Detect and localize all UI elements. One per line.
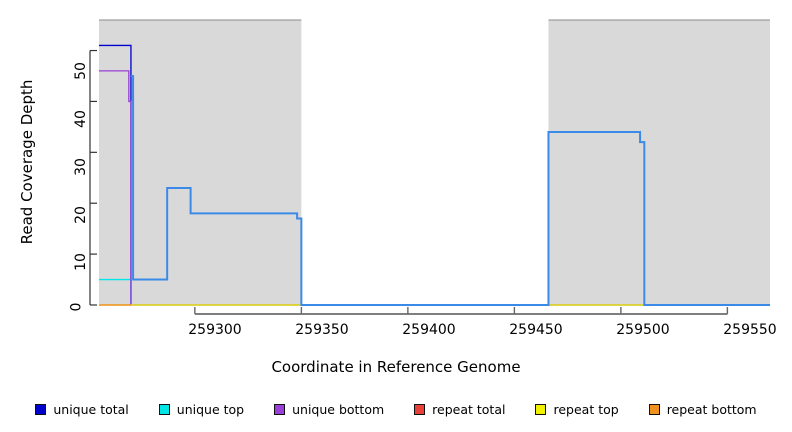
legend-item-unique-bottom: unique bottom — [274, 402, 384, 417]
x-axis-title: Coordinate in Reference Genome — [271, 358, 521, 376]
legend-label-unique-total: unique total — [53, 401, 129, 417]
legend-label-repeat-top: repeat top — [553, 401, 619, 417]
legend-swatch-unique-total — [35, 403, 47, 415]
legend-item-unique-total: unique total — [35, 401, 129, 417]
data-series-group — [99, 44, 770, 306]
legend-swatch-unique-bottom — [274, 403, 286, 415]
legend-item-unique-top: unique top — [158, 401, 245, 417]
legend-label-unique-bottom: unique bottom — [292, 401, 385, 417]
x-tick-label-259400: 259400 — [402, 322, 456, 338]
y-tick-label-20: 20 — [72, 206, 89, 224]
legend-swatch-repeat-total — [414, 403, 426, 415]
legend-swatch-unique-top — [158, 403, 170, 415]
chart-legend: unique total unique top unique bottom re… — [0, 398, 792, 420]
axis-lines-and-ticks — [89, 49, 729, 315]
legend-swatch-repeat-bottom — [648, 403, 660, 415]
x-tick-label-259450: 259450 — [509, 322, 563, 338]
legend-item-repeat-top: repeat top — [535, 401, 619, 417]
shaded-region-0 — [99, 20, 302, 305]
legend-item-repeat-total: repeat total — [414, 402, 505, 417]
x-tick-label-259500: 259500 — [616, 322, 670, 338]
y-tick-label-30: 30 — [72, 158, 89, 176]
legend-swatch-repeat-top — [535, 403, 547, 415]
legend-label-repeat-bottom: repeat bottom — [666, 401, 757, 417]
legend-label-repeat-total: repeat total — [432, 401, 506, 417]
legend-item-repeat-bottom: repeat bottom — [648, 401, 757, 417]
x-tick-label-259350: 259350 — [295, 322, 349, 338]
y-tick-label-0: 0 — [68, 302, 85, 312]
shaded-region-1 — [548, 20, 770, 305]
y-tick-label-10: 10 — [72, 253, 89, 271]
y-tick-label-50: 50 — [72, 62, 89, 80]
series-coverage-main — [130, 74, 770, 306]
x-tick-label-259550: 259550 — [723, 322, 777, 338]
x-tick-label-259300: 259300 — [188, 322, 242, 338]
shaded-repeat-regions — [99, 19, 770, 305]
legend-label-unique-top: unique top — [176, 401, 245, 417]
y-tick-label-40: 40 — [72, 110, 89, 128]
